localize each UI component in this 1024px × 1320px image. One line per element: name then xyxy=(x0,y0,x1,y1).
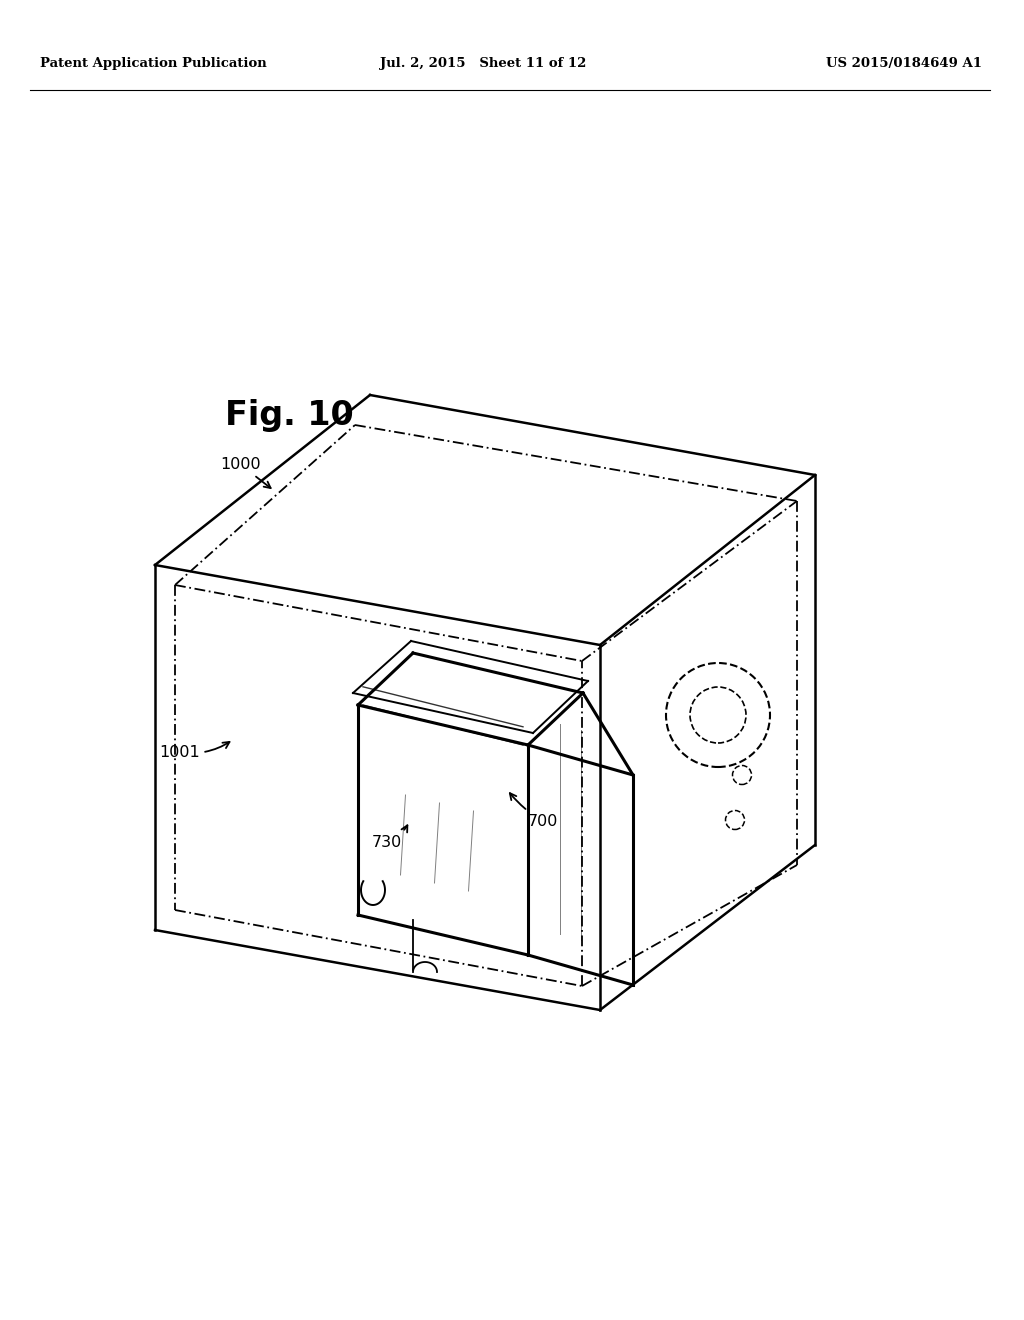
Text: 1001: 1001 xyxy=(159,742,229,760)
Text: 730: 730 xyxy=(372,825,408,850)
Text: Patent Application Publication: Patent Application Publication xyxy=(40,57,266,70)
Text: 700: 700 xyxy=(510,793,558,829)
Text: US 2015/0184649 A1: US 2015/0184649 A1 xyxy=(826,57,982,70)
Text: Fig. 10: Fig. 10 xyxy=(225,400,354,433)
Text: 1000: 1000 xyxy=(220,457,270,488)
Text: Jul. 2, 2015   Sheet 11 of 12: Jul. 2, 2015 Sheet 11 of 12 xyxy=(380,57,587,70)
